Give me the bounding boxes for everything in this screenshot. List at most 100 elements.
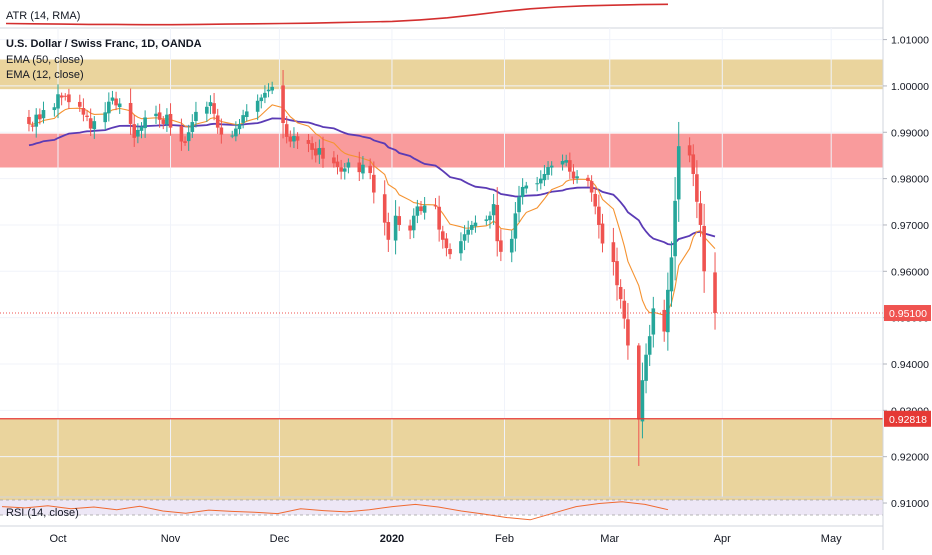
candle-body[interactable]: [52, 107, 57, 111]
candle-body[interactable]: [368, 165, 372, 174]
candle-body[interactable]: [56, 94, 60, 109]
candle-body[interactable]: [313, 148, 318, 156]
candle-body[interactable]: [154, 113, 158, 117]
candle-body[interactable]: [41, 110, 46, 119]
atr-pane[interactable]: [5, 3, 669, 26]
candle-body[interactable]: [433, 205, 438, 207]
candle-body[interactable]: [284, 124, 289, 137]
candle-body[interactable]: [321, 147, 325, 159]
candle-body[interactable]: [38, 114, 42, 120]
candle-body[interactable]: [81, 108, 86, 115]
candle-body[interactable]: [593, 194, 598, 207]
candle-body[interactable]: [357, 162, 362, 173]
candle-body[interactable]: [666, 289, 670, 333]
candle-body[interactable]: [244, 111, 249, 117]
candle-body[interactable]: [702, 225, 706, 272]
candle-body[interactable]: [117, 103, 122, 108]
candle-body[interactable]: [637, 345, 641, 420]
candle-body[interactable]: [669, 257, 674, 292]
candle-body[interactable]: [63, 95, 68, 97]
candle-body[interactable]: [440, 231, 445, 240]
candle-body[interactable]: [27, 116, 31, 124]
candle-body[interactable]: [695, 174, 699, 202]
candle-body[interactable]: [673, 200, 677, 257]
candle-body[interactable]: [255, 100, 260, 112]
candle-body[interactable]: [259, 97, 264, 102]
time-axis[interactable]: Oct Nov Dec 2020 Feb Mar Apr May: [49, 533, 842, 545]
candle-body[interactable]: [128, 102, 133, 124]
candle-body[interactable]: [488, 215, 492, 221]
candle-body[interactable]: [698, 203, 703, 225]
candle-body[interactable]: [459, 241, 463, 254]
candle-body[interactable]: [382, 194, 387, 223]
candle-body[interactable]: [542, 173, 547, 181]
candle-body[interactable]: [611, 242, 616, 263]
candle-body[interactable]: [499, 240, 503, 252]
candle-body[interactable]: [59, 95, 64, 98]
candle-body[interactable]: [466, 229, 470, 235]
candle-body[interactable]: [564, 160, 568, 163]
candle-body[interactable]: [640, 380, 645, 422]
candle-body[interactable]: [618, 286, 623, 300]
rsi-pane[interactable]: [0, 499, 883, 521]
candle-body[interactable]: [230, 135, 235, 137]
candle-body[interactable]: [205, 106, 209, 114]
candle-body[interactable]: [491, 204, 496, 216]
candle-body[interactable]: [372, 174, 376, 193]
candle-body[interactable]: [30, 125, 35, 127]
candle-body[interactable]: [241, 115, 245, 123]
candle-body[interactable]: [560, 161, 565, 165]
candle-body[interactable]: [676, 146, 681, 200]
candle-body[interactable]: [615, 261, 619, 286]
candle-body[interactable]: [422, 205, 427, 213]
candle-body[interactable]: [143, 117, 147, 129]
candle-body[interactable]: [713, 272, 717, 314]
candle-body[interactable]: [448, 248, 452, 255]
candle-body[interactable]: [626, 319, 630, 346]
candle-body[interactable]: [335, 161, 340, 168]
candle-body[interactable]: [662, 309, 667, 332]
candle-body[interactable]: [215, 115, 220, 128]
candle-body[interactable]: [295, 136, 300, 141]
candle-body[interactable]: [419, 206, 423, 212]
candle-body[interactable]: [589, 181, 594, 193]
candle-body[interactable]: [361, 164, 365, 174]
candle-body[interactable]: [77, 101, 82, 107]
price-axis[interactable]: 1.01000 1.00000 0.99000 0.98000 0.97000 0.960…: [883, 35, 929, 510]
candle-body[interactable]: [513, 213, 518, 239]
candle-body[interactable]: [139, 126, 144, 131]
candle-body[interactable]: [292, 135, 296, 142]
candle-body[interactable]: [549, 165, 554, 168]
candle-body[interactable]: [484, 219, 489, 221]
candle-body[interactable]: [332, 157, 336, 164]
candle-body[interactable]: [473, 222, 478, 227]
candle-body[interactable]: [110, 97, 115, 101]
candle-body[interactable]: [263, 92, 267, 98]
candle-body[interactable]: [165, 114, 169, 125]
candle-body[interactable]: [212, 103, 216, 114]
candle-body[interactable]: [266, 89, 271, 92]
candle-body[interactable]: [517, 197, 521, 213]
candle-body[interactable]: [186, 132, 191, 142]
candle-body[interactable]: [67, 94, 71, 103]
candle-body[interactable]: [691, 154, 696, 174]
candle-body[interactable]: [524, 185, 529, 189]
candle-body[interactable]: [535, 183, 539, 185]
candle-body[interactable]: [190, 122, 195, 132]
candle-body[interactable]: [437, 206, 441, 230]
candle-body[interactable]: [622, 300, 627, 319]
candle-body[interactable]: [687, 145, 692, 156]
candle-body[interactable]: [647, 336, 652, 355]
candle-body[interactable]: [168, 113, 173, 128]
candle-body[interactable]: [157, 112, 162, 120]
candle-body[interactable]: [179, 125, 184, 142]
candle-body[interactable]: [317, 148, 322, 155]
candle-body[interactable]: [386, 222, 391, 240]
candle-body[interactable]: [183, 141, 187, 143]
candle-body[interactable]: [219, 127, 224, 135]
candle-body[interactable]: [393, 215, 398, 241]
candle-body[interactable]: [92, 121, 97, 130]
candle-body[interactable]: [571, 171, 576, 179]
